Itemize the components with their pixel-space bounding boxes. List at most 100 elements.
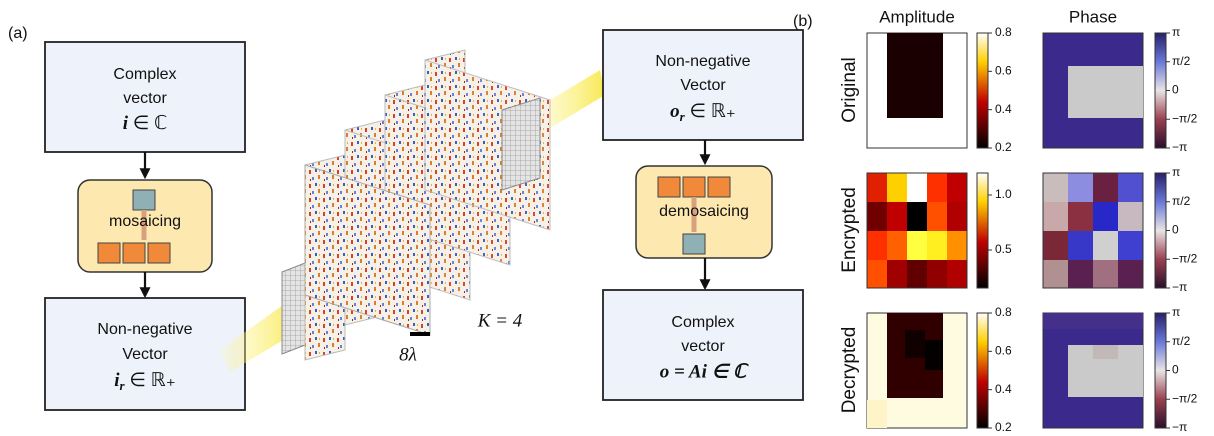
column-header: Phase [1069,7,1117,26]
shape [1043,313,1143,329]
row-label: Original [839,57,860,122]
pixel [683,177,705,197]
shape [1043,173,1068,202]
heatmap-region [1068,66,1143,118]
scale-label: 8λ [399,344,417,365]
box-text: Vector [680,77,726,94]
colorbar-label: π [1172,305,1180,319]
pixel [658,177,680,197]
shape [927,260,947,288]
colorbar-label: −π [1172,420,1187,434]
relation: ∈ ℂ [133,113,168,134]
colorbar-label: 0.6 [995,64,1012,78]
box-text: Complex [113,66,176,83]
colorbar-label: 0.2 [995,420,1012,434]
colorbar-label: −π [1172,280,1187,294]
colorbar-label: 0 [1172,83,1179,97]
colorbar [1155,313,1166,428]
pixel [148,243,170,263]
shape [907,231,927,260]
panel-label: (a) [8,25,28,42]
text-part: o [670,101,680,122]
heatmap [1043,313,1143,428]
shape [867,173,887,202]
box-math: o = Ai ∈ ℂ [660,361,749,382]
colorbar [977,33,988,148]
colorbar-label: 0 [1172,363,1179,377]
shape [867,202,887,231]
shape [1093,202,1118,231]
colorbar-label: 1.0 [995,187,1012,201]
colorbar-label: 0.4 [995,382,1012,396]
shape [925,340,943,370]
pixel [98,243,120,263]
shape [887,173,907,202]
shape [947,260,967,288]
pixel [683,234,705,254]
box-text: Non-negative [97,321,192,338]
text-part: ∈ ℝ₊ [129,370,175,391]
box-text: Non-negative [655,53,750,70]
column-header: Amplitude [879,7,955,26]
shape [1043,260,1068,288]
shape [907,260,927,288]
box-text: vector [123,90,167,107]
heatmap [1043,173,1143,288]
shape [905,330,925,358]
shape [887,260,907,288]
pixel [133,190,155,210]
box-label: demosaicing [659,203,749,220]
shape [927,173,947,202]
shape [867,260,887,288]
shape [1043,202,1068,231]
shape [1043,231,1068,260]
row-label: Decrypted [839,327,860,414]
box-text: Vector [122,346,168,363]
heatmap [867,313,967,428]
shape [1093,173,1118,202]
symbol: i [123,113,129,134]
shape [927,202,947,231]
shape [1118,173,1143,202]
shape [907,202,927,231]
row-label: Encrypted [839,187,860,273]
shape [1068,260,1093,288]
shape [867,400,887,428]
colorbar-label: −π/2 [1172,391,1198,405]
text-part: ∈ ℝ₊ [689,101,735,122]
colorbar-label: −π/2 [1172,111,1198,125]
colorbar-label: π [1172,25,1180,39]
colorbar-label: 0.6 [995,344,1012,358]
shape [927,231,947,260]
colorbar-label: 0.5 [995,242,1012,256]
heatmap-region [887,33,943,118]
shape [1118,260,1143,288]
box-label: mosaicing [109,213,181,230]
colorbar [1155,33,1166,148]
shape [867,231,887,260]
shape [1068,202,1093,231]
colorbar-label: 0.8 [995,305,1012,319]
shape [1068,173,1093,202]
shape [1068,231,1093,260]
colorbar-label: 0.2 [995,140,1012,154]
panel-label: (b) [793,13,813,30]
shape [947,202,967,231]
figure: (a) Complex vector i ∈ ℂ mosaicing Non-n… [0,0,1214,436]
shape [1093,260,1118,288]
shape [1118,231,1143,260]
output-grid [502,98,540,190]
colorbar [977,313,988,428]
colorbar-label: π/2 [1172,334,1191,348]
layer-count: K = 4 [477,310,523,331]
shape [907,173,927,202]
colorbar-label: π/2 [1172,194,1191,208]
colorbar-label: 0.8 [995,25,1012,39]
colorbar [977,173,988,288]
pixel [708,177,730,197]
colorbar [1155,173,1166,288]
colorbar-label: π [1172,165,1180,179]
shape [887,231,907,260]
shape [947,231,967,260]
shape [887,202,907,231]
